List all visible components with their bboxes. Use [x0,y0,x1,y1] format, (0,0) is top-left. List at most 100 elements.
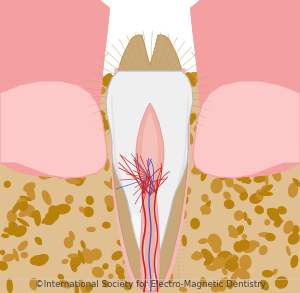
Ellipse shape [172,216,186,222]
Ellipse shape [184,72,197,86]
Ellipse shape [222,268,228,275]
Ellipse shape [70,166,82,178]
Ellipse shape [70,74,78,81]
Ellipse shape [116,264,122,272]
Ellipse shape [290,255,298,268]
Ellipse shape [193,165,200,172]
Polygon shape [140,176,160,292]
Ellipse shape [23,96,30,107]
Polygon shape [0,81,107,178]
Ellipse shape [267,208,279,214]
Polygon shape [0,73,300,293]
Ellipse shape [55,204,71,214]
Ellipse shape [239,255,252,270]
Ellipse shape [267,208,279,218]
Ellipse shape [74,144,83,152]
Ellipse shape [169,129,181,140]
Ellipse shape [265,233,276,241]
Polygon shape [177,93,189,185]
Ellipse shape [0,108,8,120]
Polygon shape [193,81,300,178]
Ellipse shape [184,113,197,123]
Ellipse shape [113,166,119,173]
Ellipse shape [70,154,82,162]
Ellipse shape [69,231,75,241]
Ellipse shape [252,113,266,121]
Ellipse shape [18,114,26,122]
Ellipse shape [275,276,288,289]
Ellipse shape [215,117,220,130]
Ellipse shape [52,113,62,122]
Ellipse shape [77,168,86,180]
Ellipse shape [102,115,107,132]
Ellipse shape [211,283,222,292]
Ellipse shape [194,251,200,261]
Ellipse shape [123,257,135,264]
Ellipse shape [113,114,122,123]
Ellipse shape [68,253,83,260]
Ellipse shape [145,200,155,211]
Ellipse shape [104,181,116,190]
Ellipse shape [225,255,233,263]
Ellipse shape [258,232,271,237]
Ellipse shape [158,81,169,94]
Ellipse shape [257,191,273,196]
Ellipse shape [64,237,73,248]
Ellipse shape [285,73,296,79]
Ellipse shape [234,210,244,221]
Ellipse shape [64,136,73,142]
Ellipse shape [131,175,142,185]
Ellipse shape [133,105,140,113]
Ellipse shape [243,212,248,221]
Ellipse shape [141,139,147,146]
Ellipse shape [24,140,35,151]
Ellipse shape [142,182,147,188]
Ellipse shape [158,234,167,240]
Ellipse shape [288,233,300,245]
Polygon shape [0,0,300,83]
Ellipse shape [198,238,208,244]
Ellipse shape [106,80,119,91]
Ellipse shape [211,178,223,194]
Ellipse shape [182,235,187,247]
Polygon shape [190,0,300,177]
Ellipse shape [60,133,74,142]
Ellipse shape [68,143,73,148]
Ellipse shape [170,229,176,234]
Ellipse shape [149,153,155,165]
Ellipse shape [133,147,145,160]
Ellipse shape [159,254,166,259]
Ellipse shape [28,121,40,132]
Ellipse shape [7,226,16,236]
Ellipse shape [266,159,276,168]
Ellipse shape [218,100,227,106]
Ellipse shape [256,125,267,137]
Polygon shape [193,81,300,178]
Ellipse shape [48,139,57,154]
Ellipse shape [118,134,130,143]
Ellipse shape [90,248,102,260]
Ellipse shape [293,109,300,121]
Ellipse shape [7,79,22,85]
Ellipse shape [219,278,227,288]
Ellipse shape [136,169,144,178]
Ellipse shape [190,72,203,78]
Ellipse shape [144,267,155,277]
Ellipse shape [233,241,244,253]
Ellipse shape [230,272,238,286]
Ellipse shape [35,237,42,243]
Polygon shape [112,35,188,292]
Ellipse shape [38,157,49,163]
Ellipse shape [191,252,203,260]
Ellipse shape [104,195,118,208]
Ellipse shape [163,205,175,214]
Polygon shape [0,0,110,177]
Ellipse shape [277,206,287,214]
Ellipse shape [138,219,146,228]
Ellipse shape [34,237,42,245]
Polygon shape [136,103,164,197]
Ellipse shape [25,205,35,217]
Ellipse shape [175,81,185,95]
Ellipse shape [108,274,113,279]
Ellipse shape [68,146,76,162]
